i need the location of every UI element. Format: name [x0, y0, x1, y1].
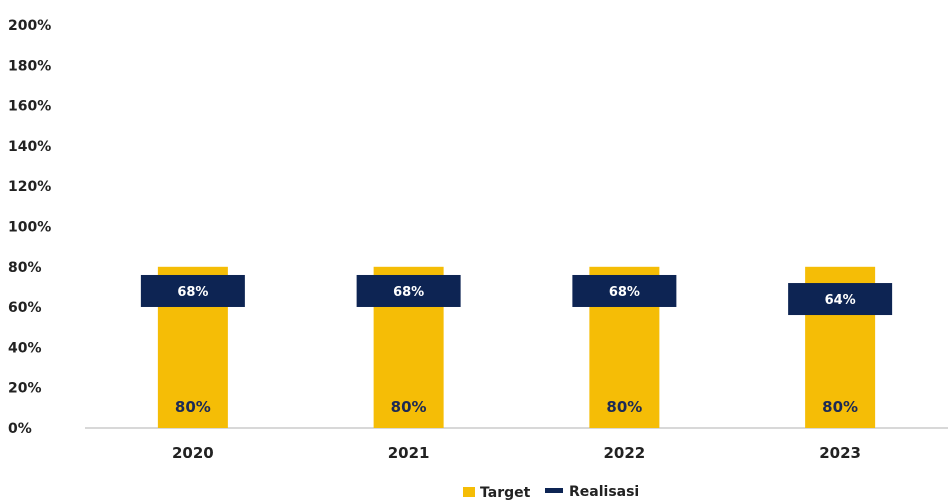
realisasi-data-label: 68% — [393, 285, 424, 300]
y-tick-label: 0% — [8, 421, 32, 437]
x-axis: 2020 2021 2022 2023 — [172, 444, 861, 462]
realisasi-markers: 68% 68% 68% 64% — [140, 274, 893, 316]
realisasi-data-label: 68% — [177, 285, 208, 300]
target-data-label: 80% — [175, 398, 211, 416]
y-tick-label: 140% — [8, 139, 51, 155]
y-axis: 0% 20% 40% 60% 80% 100% 120% 140% 160% 180% 200% — [8, 18, 51, 437]
x-tick-label: 2023 — [819, 444, 861, 462]
target-data-label: 80% — [822, 398, 858, 416]
legend-swatch-realisasi — [545, 488, 563, 493]
realisasi-data-label: 68% — [609, 285, 640, 300]
legend-label-realisasi: Realisasi — [569, 484, 639, 500]
legend-label-target: Target — [480, 485, 531, 500]
y-tick-label: 120% — [8, 179, 51, 195]
y-tick-label: 60% — [8, 300, 42, 316]
realisasi-data-label: 64% — [825, 293, 856, 308]
x-tick-label: 2021 — [388, 444, 430, 462]
y-tick-label: 200% — [8, 18, 51, 34]
realisasi-marker — [140, 274, 245, 307]
target-data-label: 80% — [391, 398, 427, 416]
y-tick-label: 160% — [8, 99, 51, 115]
legend-swatch-target — [463, 487, 475, 497]
x-tick-label: 2022 — [604, 444, 646, 462]
legend: Target Realisasi — [463, 484, 639, 500]
y-tick-label: 180% — [8, 58, 51, 74]
y-tick-label: 100% — [8, 220, 51, 236]
target-data-label: 80% — [606, 398, 642, 416]
y-tick-label: 40% — [8, 340, 42, 356]
realisasi-marker — [572, 274, 677, 307]
x-tick-label: 2020 — [172, 444, 214, 462]
target-bars: 80% 80% 80% 80% — [157, 266, 876, 428]
y-tick-label: 20% — [8, 381, 42, 397]
realisasi-marker — [788, 283, 893, 316]
realisasi-marker — [356, 274, 461, 307]
y-tick-label: 80% — [8, 260, 42, 276]
